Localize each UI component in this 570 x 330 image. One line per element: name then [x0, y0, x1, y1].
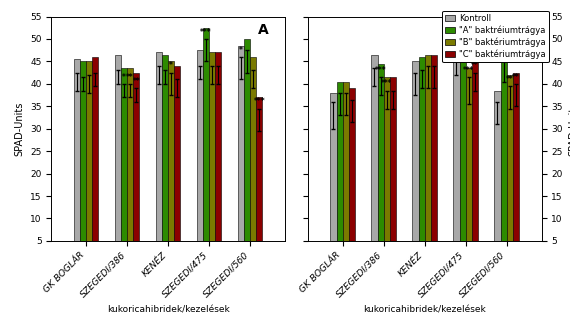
- Bar: [203, 28, 209, 241]
- Bar: [412, 61, 418, 241]
- Bar: [156, 52, 162, 241]
- Bar: [377, 64, 384, 241]
- Text: **: **: [506, 75, 514, 84]
- Bar: [336, 82, 343, 241]
- Text: ***: ***: [463, 66, 475, 75]
- Bar: [121, 68, 127, 241]
- Bar: [256, 97, 262, 241]
- Bar: [384, 77, 390, 241]
- Bar: [162, 55, 168, 241]
- Bar: [349, 88, 355, 241]
- Text: ***: ***: [200, 28, 212, 37]
- Bar: [215, 52, 222, 241]
- Bar: [507, 75, 513, 241]
- Text: ***: ***: [374, 66, 386, 75]
- X-axis label: kukoricahibridek/kezelések: kukoricahibridek/kezelések: [107, 305, 230, 314]
- Bar: [459, 19, 466, 241]
- Bar: [238, 46, 244, 241]
- Text: ***: ***: [254, 97, 265, 106]
- Text: **: **: [132, 77, 140, 86]
- Bar: [466, 68, 472, 241]
- Bar: [453, 44, 459, 241]
- Bar: [244, 39, 250, 241]
- Bar: [86, 61, 92, 241]
- Bar: [92, 57, 99, 241]
- Bar: [425, 55, 431, 241]
- Text: B: B: [515, 23, 525, 37]
- Text: **: **: [471, 61, 479, 70]
- Y-axis label: SPAD-Units: SPAD-Units: [568, 102, 570, 156]
- Legend: Kontroll, "A" baktréiumtrágya, "B" baktériumtrágya, "C" baktériumtrágya: Kontroll, "A" baktréiumtrágya, "B" bakté…: [442, 11, 549, 62]
- Text: A: A: [258, 23, 268, 37]
- Bar: [209, 52, 215, 241]
- Bar: [115, 55, 121, 241]
- Text: *: *: [239, 46, 243, 55]
- Bar: [197, 50, 203, 241]
- Text: ***: ***: [457, 19, 469, 28]
- Bar: [472, 59, 478, 241]
- Bar: [174, 66, 181, 241]
- Bar: [331, 93, 336, 241]
- Bar: [513, 73, 519, 241]
- Bar: [250, 57, 256, 241]
- Bar: [74, 59, 80, 241]
- Text: ***: ***: [498, 44, 510, 52]
- Bar: [418, 57, 425, 241]
- Y-axis label: SPAD-Units: SPAD-Units: [14, 102, 25, 156]
- Bar: [127, 68, 133, 241]
- Text: *: *: [122, 73, 126, 82]
- Bar: [431, 55, 437, 241]
- X-axis label: kukoricahibridek/kezelések: kukoricahibridek/kezelések: [363, 305, 486, 314]
- Bar: [390, 77, 396, 241]
- Bar: [500, 46, 507, 241]
- Bar: [80, 61, 86, 241]
- Bar: [168, 61, 174, 241]
- Bar: [494, 90, 500, 241]
- Text: **: **: [512, 73, 520, 82]
- Text: *: *: [169, 61, 173, 70]
- Text: **: **: [127, 73, 134, 82]
- Bar: [133, 73, 140, 241]
- Bar: [343, 82, 349, 241]
- Text: ***: ***: [381, 79, 393, 88]
- Bar: [371, 55, 377, 241]
